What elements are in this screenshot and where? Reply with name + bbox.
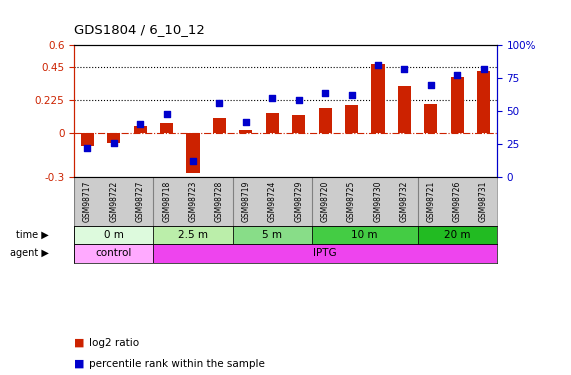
- Point: [136, 121, 145, 127]
- Bar: [107, 133, 120, 143]
- Y-axis label: agent ▶: agent ▶: [10, 248, 49, 258]
- Bar: [154, 244, 497, 262]
- Bar: [477, 71, 490, 133]
- Point: [268, 95, 277, 101]
- Bar: [398, 86, 411, 133]
- Text: IPTG: IPTG: [313, 248, 337, 258]
- Text: GSM98727: GSM98727: [136, 181, 145, 222]
- Text: ■: ■: [74, 338, 85, 348]
- Bar: [319, 108, 332, 133]
- Text: GDS1804 / 6_10_12: GDS1804 / 6_10_12: [74, 22, 205, 36]
- Bar: [134, 126, 147, 133]
- Point: [242, 118, 251, 124]
- Bar: [292, 116, 305, 133]
- Point: [215, 100, 224, 106]
- Point: [453, 72, 462, 78]
- Text: GSM98731: GSM98731: [479, 181, 488, 222]
- Text: 0 m: 0 m: [104, 230, 124, 240]
- Bar: [160, 123, 173, 133]
- Text: GSM98719: GSM98719: [242, 181, 251, 222]
- Text: GSM98726: GSM98726: [453, 181, 462, 222]
- Text: GSM98728: GSM98728: [215, 181, 224, 222]
- Bar: [424, 104, 437, 133]
- Text: GSM98718: GSM98718: [162, 181, 171, 222]
- Bar: [312, 225, 417, 244]
- Bar: [239, 130, 252, 133]
- Bar: [371, 64, 384, 133]
- Bar: [417, 225, 497, 244]
- Text: GSM98732: GSM98732: [400, 181, 409, 222]
- Y-axis label: time ▶: time ▶: [16, 230, 49, 240]
- Text: 5 m: 5 m: [262, 230, 282, 240]
- Bar: [81, 133, 94, 146]
- Text: log2 ratio: log2 ratio: [89, 338, 139, 348]
- Bar: [74, 244, 154, 262]
- Text: control: control: [96, 248, 132, 258]
- Point: [426, 82, 435, 88]
- Bar: [266, 112, 279, 133]
- Text: GSM98729: GSM98729: [294, 181, 303, 222]
- Text: GSM98725: GSM98725: [347, 181, 356, 222]
- Bar: [74, 225, 154, 244]
- Text: GSM98730: GSM98730: [373, 181, 383, 222]
- Text: GSM98722: GSM98722: [109, 181, 118, 222]
- Text: GSM98721: GSM98721: [426, 181, 435, 222]
- Text: percentile rank within the sample: percentile rank within the sample: [89, 359, 264, 369]
- Text: 10 m: 10 m: [352, 230, 378, 240]
- Text: GSM98717: GSM98717: [83, 181, 92, 222]
- Point: [400, 66, 409, 72]
- Bar: [213, 118, 226, 133]
- Point: [83, 145, 92, 151]
- Point: [109, 140, 118, 146]
- Point: [373, 62, 383, 68]
- Point: [188, 158, 198, 164]
- Text: GSM98723: GSM98723: [188, 181, 198, 222]
- Text: GSM98720: GSM98720: [320, 181, 329, 222]
- Bar: [451, 77, 464, 133]
- Point: [347, 92, 356, 98]
- Point: [320, 90, 329, 96]
- Text: GSM98724: GSM98724: [268, 181, 277, 222]
- Bar: [233, 225, 312, 244]
- Text: 2.5 m: 2.5 m: [178, 230, 208, 240]
- Point: [294, 98, 303, 104]
- Point: [479, 66, 488, 72]
- Bar: [187, 133, 200, 172]
- Bar: [345, 105, 358, 133]
- Text: ■: ■: [74, 359, 85, 369]
- Text: 20 m: 20 m: [444, 230, 471, 240]
- Bar: [154, 225, 233, 244]
- Point: [162, 111, 171, 117]
